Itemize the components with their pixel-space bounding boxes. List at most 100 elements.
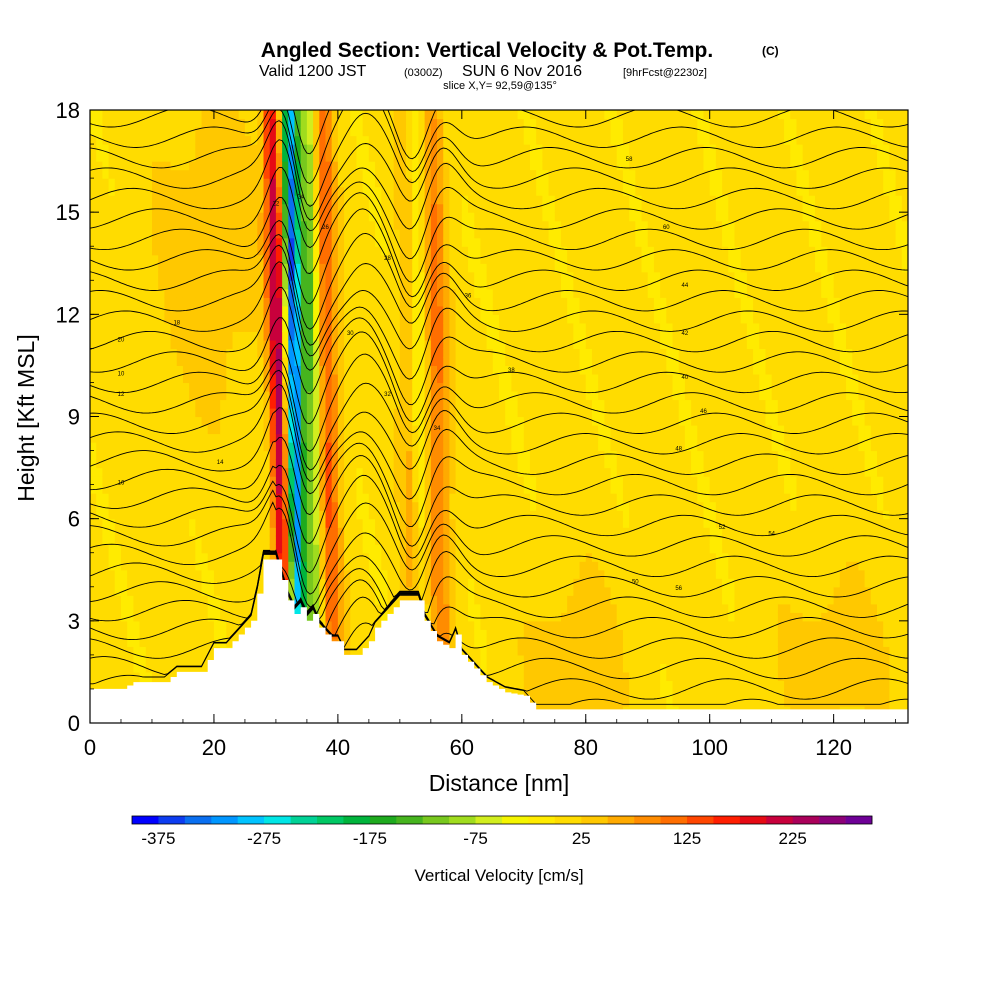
velocity-cell	[424, 382, 432, 392]
velocity-cell	[325, 501, 333, 511]
velocity-cell	[102, 195, 110, 205]
velocity-cell	[195, 178, 203, 188]
velocity-cell	[443, 476, 451, 486]
velocity-cell	[176, 561, 184, 571]
velocity-cell	[90, 586, 97, 596]
velocity-cell	[430, 339, 438, 349]
velocity-cell	[269, 365, 277, 375]
velocity-cell	[294, 365, 302, 375]
velocity-cell	[325, 518, 333, 528]
velocity-cell	[145, 263, 153, 273]
velocity-cell	[505, 144, 512, 154]
velocity-cell	[182, 407, 190, 418]
velocity-cell	[381, 561, 389, 571]
velocity-cell	[102, 510, 110, 520]
velocity-cell	[96, 348, 103, 358]
velocity-cell	[449, 433, 457, 443]
velocity-cell	[201, 433, 209, 443]
velocity-cell	[319, 373, 327, 384]
velocity-cell	[511, 680, 519, 690]
velocity-cell	[344, 552, 351, 562]
velocity-cell	[350, 476, 358, 486]
velocity-cell	[207, 356, 215, 367]
velocity-cell	[362, 152, 370, 162]
velocity-cell	[306, 569, 314, 579]
velocity-cell	[127, 297, 134, 307]
velocity-cell	[375, 305, 382, 315]
velocity-cell	[282, 322, 289, 332]
velocity-cell	[313, 135, 320, 145]
velocity-cell	[251, 578, 258, 588]
velocity-cell	[480, 118, 488, 128]
velocity-cell	[381, 450, 389, 460]
velocity-cell	[337, 373, 345, 384]
velocity-cell	[368, 425, 376, 435]
velocity-cell	[511, 186, 519, 196]
velocity-cell	[468, 467, 475, 477]
velocity-cell	[170, 399, 178, 409]
velocity-cell	[151, 578, 159, 588]
velocity-cell	[486, 382, 494, 392]
velocity-cell	[325, 195, 333, 205]
velocity-cell	[350, 484, 358, 494]
velocity-cell	[269, 322, 277, 332]
velocity-cell	[399, 305, 407, 315]
velocity-cell	[127, 254, 134, 264]
velocity-cell	[189, 297, 196, 307]
velocity-cell	[313, 161, 320, 171]
velocity-cell	[207, 569, 215, 579]
velocity-cell	[486, 586, 494, 596]
velocity-cell	[244, 459, 252, 469]
velocity-cell	[275, 144, 283, 154]
velocity-cell	[90, 263, 97, 273]
velocity-cell	[182, 425, 190, 435]
velocity-cell	[468, 552, 475, 562]
velocity-cell	[356, 425, 364, 435]
velocity-cell	[337, 186, 345, 196]
velocity-cell	[139, 348, 147, 358]
velocity-cell	[362, 246, 370, 256]
velocity-cell	[164, 484, 172, 494]
velocity-cell	[282, 450, 289, 460]
velocity-cell	[226, 629, 234, 639]
velocity-cell	[313, 578, 320, 588]
velocity-cell	[449, 203, 457, 213]
velocity-cell	[96, 229, 103, 239]
velocity-cell	[213, 271, 221, 281]
velocity-cell	[158, 467, 165, 477]
velocity-cell	[213, 305, 221, 315]
velocity-cell	[158, 535, 165, 545]
velocity-cell	[108, 237, 116, 247]
velocity-cell	[207, 203, 215, 213]
velocity-cell	[195, 382, 203, 392]
velocity-cell	[114, 195, 122, 205]
velocity-cell	[170, 339, 178, 349]
velocity-cell	[486, 178, 494, 188]
velocity-cell	[350, 425, 358, 435]
velocity-cell	[288, 450, 296, 460]
velocity-cell	[474, 322, 482, 332]
velocity-cell	[505, 263, 512, 273]
velocity-cell	[461, 135, 469, 145]
velocity-cell	[176, 663, 184, 673]
velocity-cell	[511, 161, 519, 171]
velocity-cell	[480, 552, 488, 562]
velocity-cell	[443, 459, 451, 469]
velocity-cell	[375, 280, 382, 290]
velocity-cell	[461, 263, 469, 273]
velocity-cell	[195, 280, 203, 290]
velocity-cell	[468, 373, 475, 384]
velocity-cell	[511, 390, 519, 401]
velocity-cell	[120, 390, 128, 401]
velocity-cell	[294, 127, 302, 137]
velocity-cell	[412, 169, 420, 179]
velocity-cell	[412, 348, 420, 358]
velocity-cell	[90, 518, 97, 528]
velocity-cell	[139, 552, 147, 562]
velocity-cell	[443, 612, 451, 622]
velocity-cell	[430, 297, 438, 307]
velocity-cell	[182, 637, 190, 647]
velocity-cell	[325, 288, 333, 298]
velocity-cell	[344, 161, 351, 171]
velocity-cell	[226, 152, 234, 162]
